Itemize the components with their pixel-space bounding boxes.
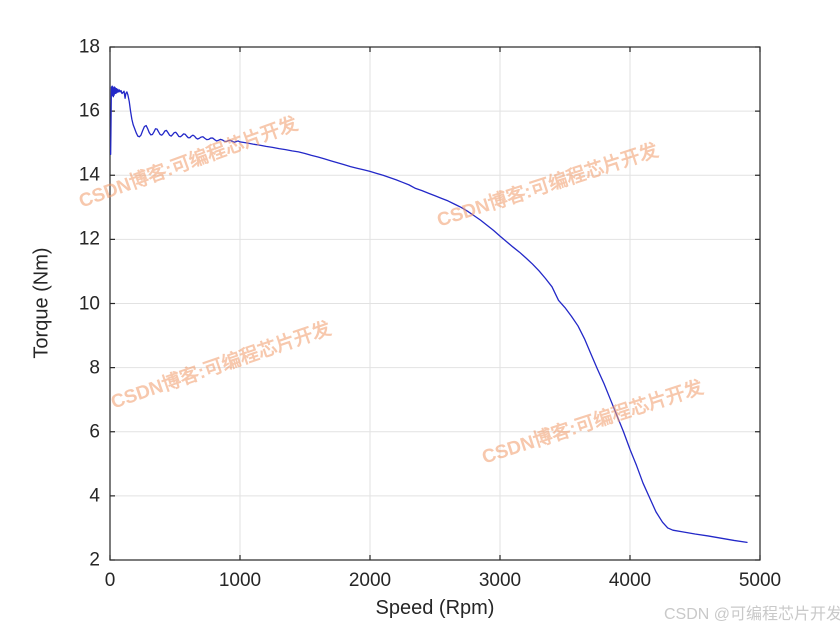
y-tick-label: 4 — [89, 485, 100, 507]
y-tick-label: 10 — [78, 293, 100, 314]
y-tick-label: 8 — [89, 357, 100, 379]
y-tick-label: 14 — [78, 164, 100, 186]
y-axis-label: Torque (Nm) — [30, 247, 53, 359]
curve-line — [110, 85, 748, 544]
y-tick-label: 16 — [78, 100, 100, 122]
x-tick-label: 2000 — [348, 570, 392, 591]
y-tick-label: 6 — [89, 421, 100, 443]
y-tick-label: 18 — [78, 36, 100, 58]
x-tick-label: 4000 — [608, 570, 652, 591]
x-tick-label: 1000 — [218, 570, 262, 591]
y-tick-label: 12 — [78, 228, 100, 250]
x-tick-label: 5000 — [738, 570, 782, 591]
x-axis-label: Speed (Rpm) — [375, 597, 495, 619]
x-tick-label: 3000 — [478, 570, 522, 591]
csdn-footer-watermark: CSDN @可编程芯片开发 — [664, 606, 840, 623]
x-tick-label: 0 — [104, 570, 116, 591]
y-tick-label: 2 — [89, 549, 100, 571]
